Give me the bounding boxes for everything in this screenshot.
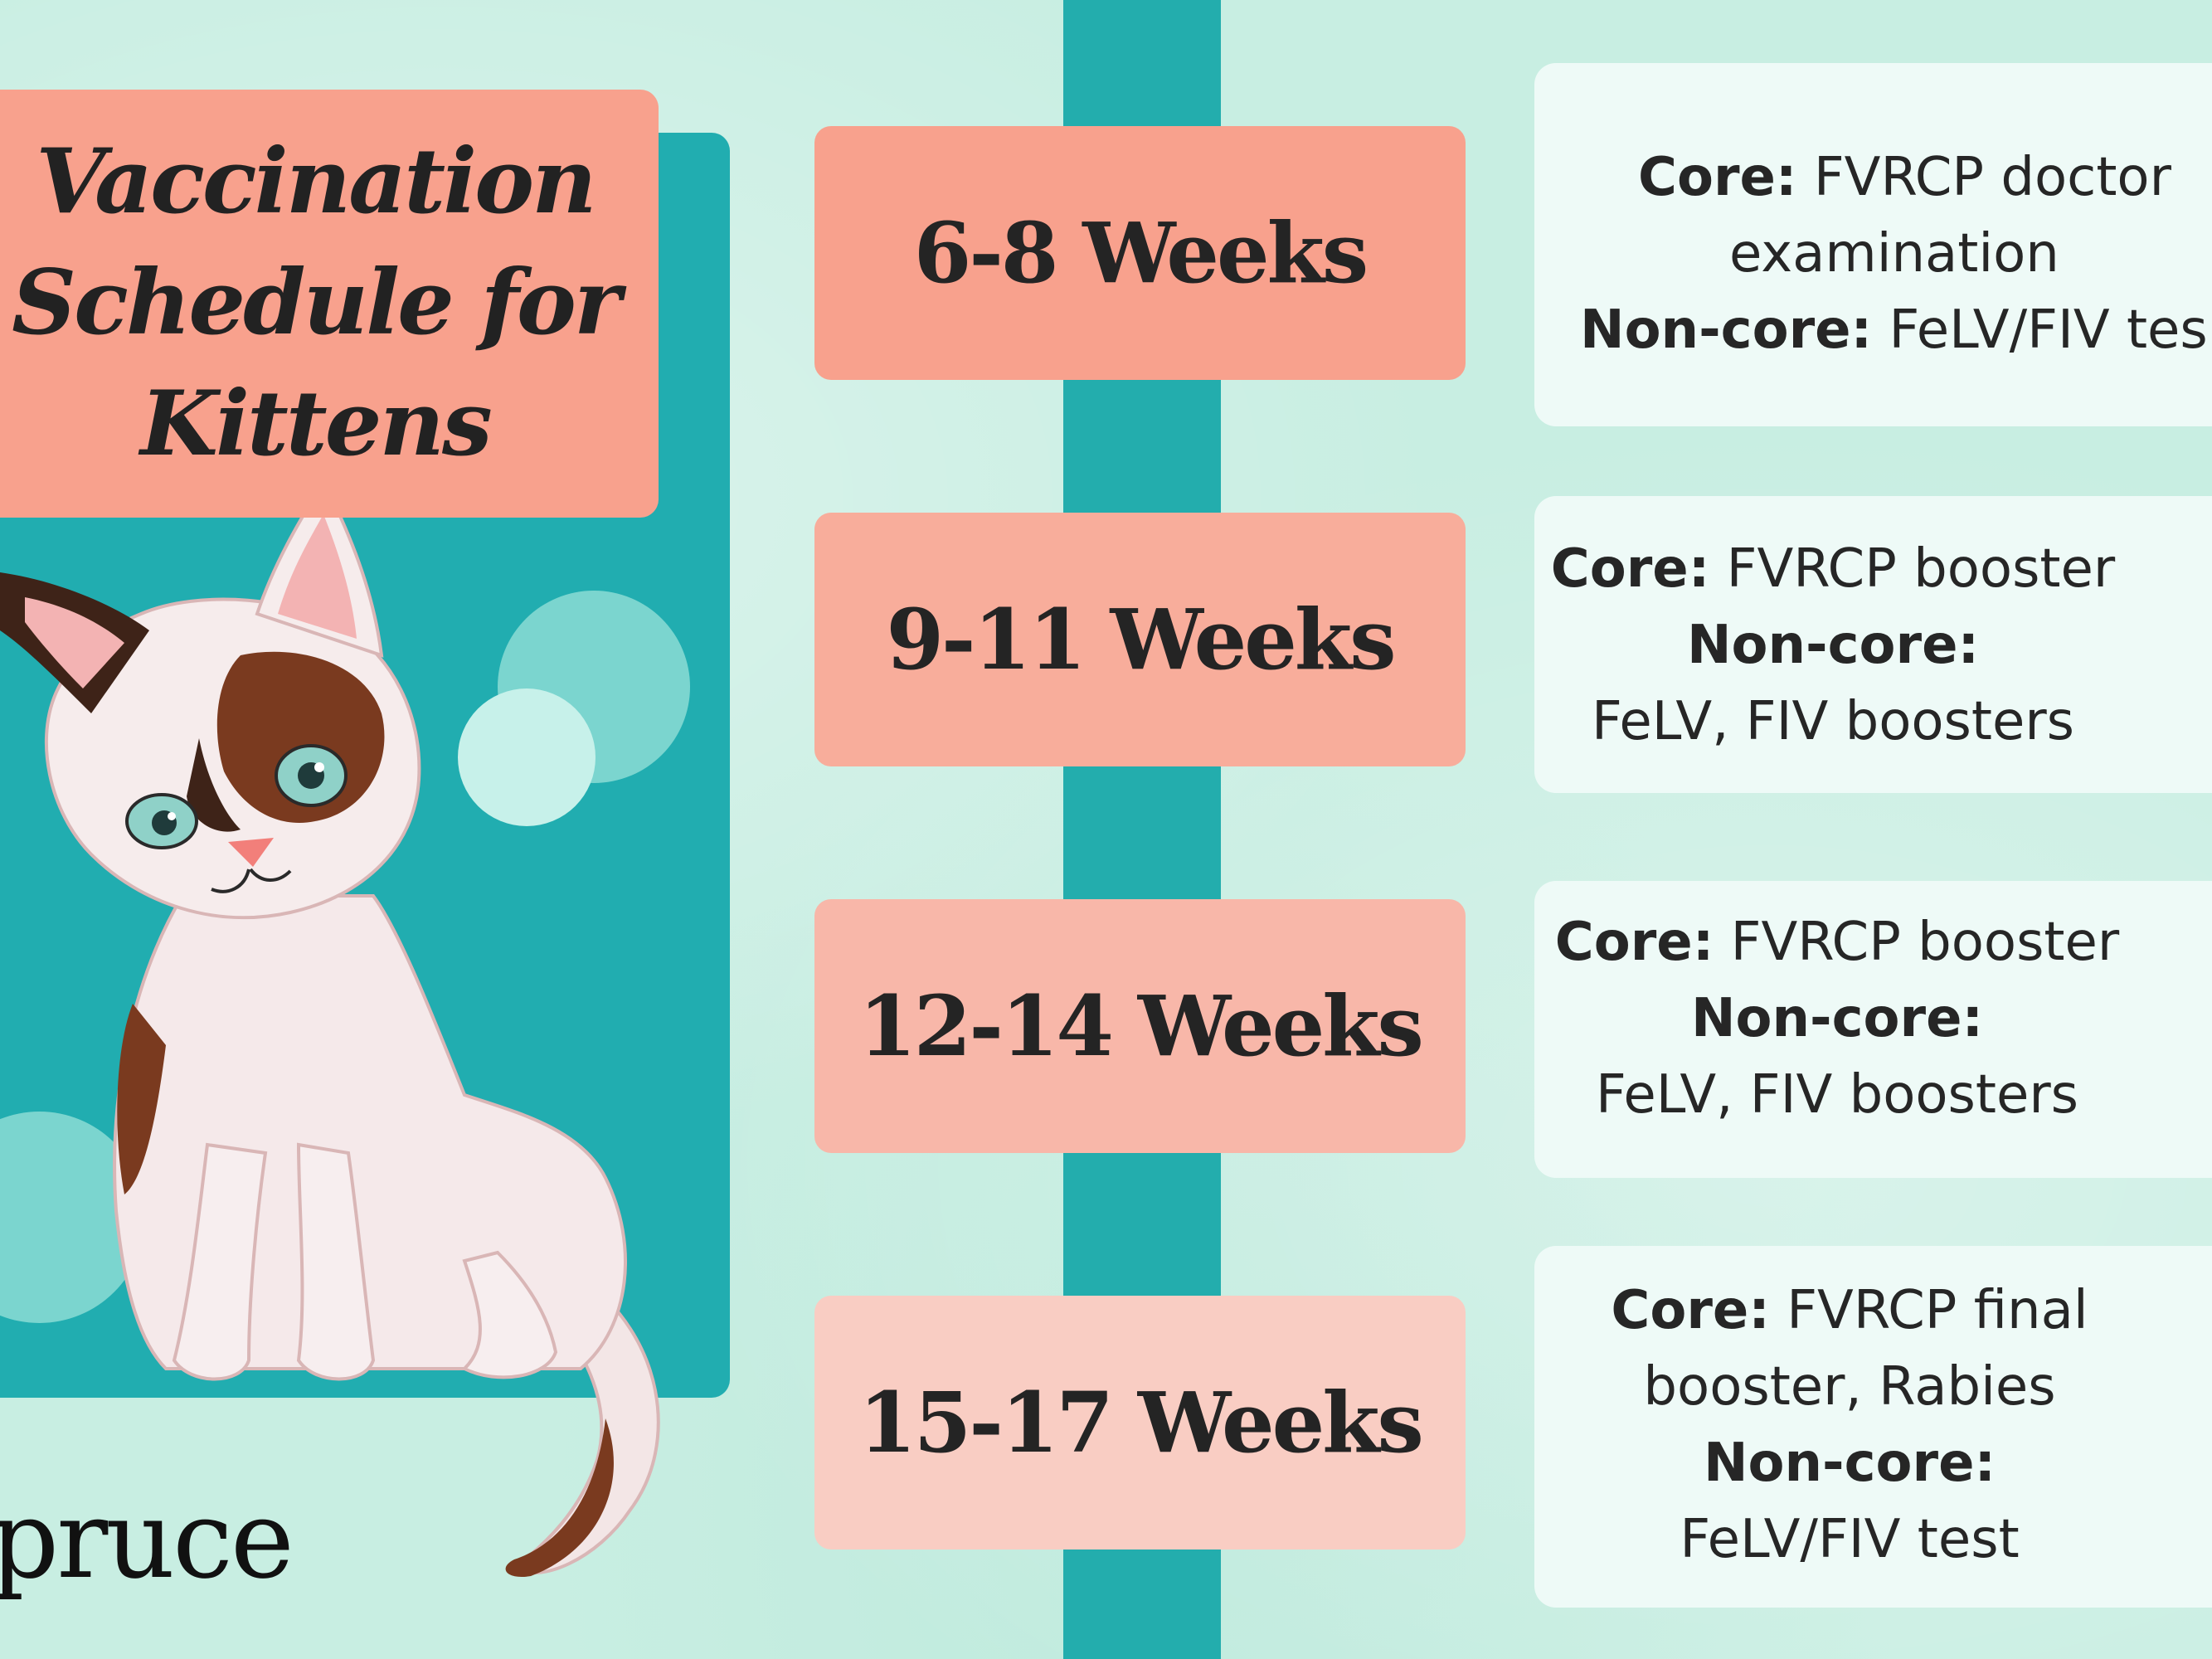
page-title: Vaccination Schedule for Kittens — [0, 121, 630, 484]
week-label-box: 15-17 Weeks — [814, 1296, 1466, 1550]
week-label-box: 12-14 Weeks — [814, 899, 1466, 1153]
title-line-1: Vaccination — [36, 129, 596, 234]
info-label: Core: — [1611, 1280, 1770, 1341]
vaccine-info-text: Core: FVRCP booster Non-core: FeLV, FIV … — [1534, 904, 2212, 1133]
vaccine-info-box — [1534, 1246, 2212, 1608]
week-label: 15-17 Weeks — [858, 1374, 1424, 1472]
info-value: FVRCP booster — [1714, 912, 2120, 973]
week-label: 12-14 Weeks — [858, 977, 1424, 1075]
week-label: 6-8 Weeks — [913, 204, 1369, 302]
info-value: FeLV, FIV boosters — [1592, 691, 2074, 752]
vaccine-info-box — [1534, 496, 2212, 793]
info-value: FVRCP final — [1769, 1280, 2088, 1341]
info-value: FeLV/FIV tes — [1872, 299, 2208, 361]
info-label: Non-core: — [1580, 299, 1873, 361]
info-value: examination — [1729, 223, 2059, 285]
title-line-2: Schedule for — [12, 251, 621, 355]
vaccine-info-text: Core: FVRCP booster Non-core: FeLV, FIV … — [1534, 531, 2212, 760]
vaccine-info-text: Core: FVRCP doctor examination Non-core:… — [1580, 139, 2210, 368]
week-label-box: 9-11 Weeks — [814, 513, 1466, 766]
decorative-circle — [458, 688, 596, 826]
vaccine-info-text: Core: FVRCP final booster, Rabies Non-co… — [1534, 1272, 2212, 1578]
info-value: FVRCP doctor — [1796, 147, 2171, 208]
vaccine-info-box — [1534, 881, 2212, 1178]
info-label: Core: — [1554, 912, 1714, 973]
title-box: Vaccination Schedule for Kittens — [0, 90, 659, 518]
info-value: booster, Rabies — [1643, 1356, 2056, 1418]
info-label: Core: — [1550, 538, 1710, 600]
info-value: FVRCP booster — [1709, 538, 2116, 600]
info-label: Non-core: — [1703, 1433, 1996, 1494]
info-label: Non-core: — [1686, 615, 1980, 676]
brand-logo: pruce — [0, 1477, 294, 1603]
week-label: 9-11 Weeks — [886, 591, 1396, 688]
title-line-3: Kittens — [140, 372, 493, 476]
week-label-box: 6-8 Weeks — [814, 126, 1466, 380]
info-label: Core: — [1638, 147, 1797, 208]
vaccine-info-box — [1534, 63, 2212, 426]
kitten-illustration — [0, 477, 660, 1577]
info-value: FeLV/FIV test — [1680, 1509, 2020, 1570]
info-value: FeLV, FIV boosters — [1596, 1064, 2078, 1126]
info-label: Non-core: — [1690, 988, 1984, 1049]
